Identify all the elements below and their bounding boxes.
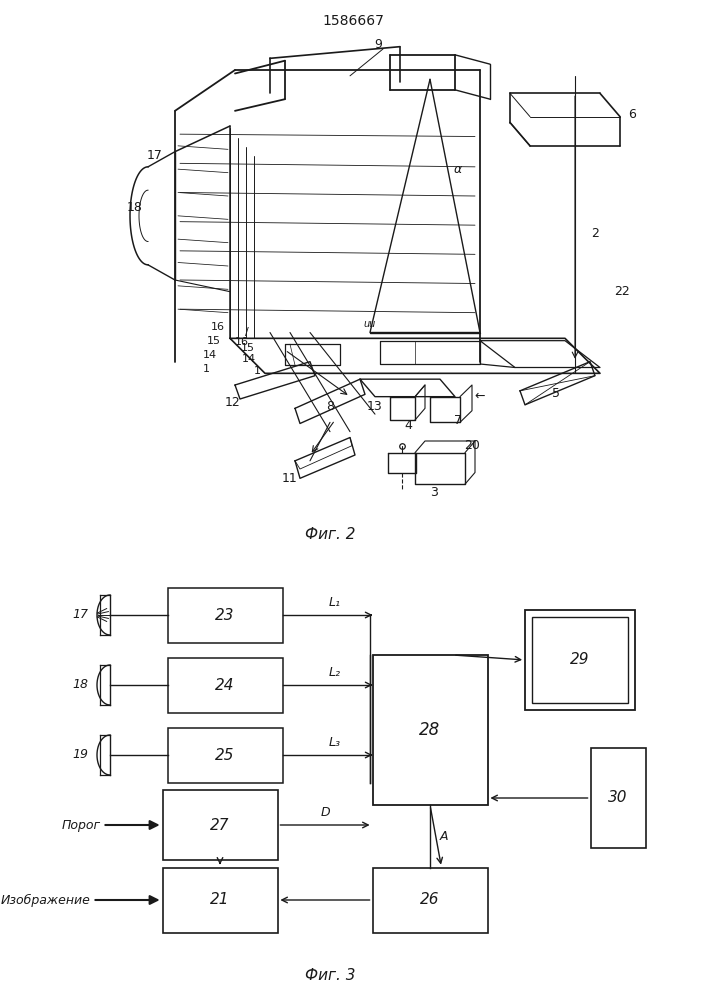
Bar <box>373 655 488 805</box>
Text: 30: 30 <box>608 790 628 806</box>
Text: 20: 20 <box>464 439 480 452</box>
Text: 1: 1 <box>254 366 260 376</box>
Bar <box>163 790 278 860</box>
Text: 8: 8 <box>326 399 334 412</box>
Text: L₃: L₃ <box>328 736 340 750</box>
Text: 14: 14 <box>203 350 217 360</box>
Text: Фиг. 3: Фиг. 3 <box>305 968 355 982</box>
Text: 25: 25 <box>215 748 235 762</box>
Text: 9: 9 <box>374 38 382 51</box>
Text: 12: 12 <box>225 396 241 409</box>
Text: L₂: L₂ <box>328 666 340 680</box>
Text: α: α <box>454 163 462 176</box>
Text: 17: 17 <box>72 608 88 621</box>
Text: D: D <box>320 806 329 820</box>
Text: A: A <box>440 830 448 843</box>
Text: 29: 29 <box>571 652 590 668</box>
Bar <box>532 617 628 703</box>
Text: 2: 2 <box>591 227 599 240</box>
Bar <box>168 728 283 782</box>
Text: 7: 7 <box>454 414 462 426</box>
Text: 5: 5 <box>552 387 560 400</box>
Text: 11: 11 <box>282 472 298 485</box>
Text: /: / <box>245 328 249 338</box>
Text: 18: 18 <box>127 201 143 214</box>
Text: Фиг. 2: Фиг. 2 <box>305 527 355 542</box>
Text: 6: 6 <box>628 108 636 121</box>
Text: 22: 22 <box>614 285 630 298</box>
Text: 17: 17 <box>147 149 163 162</box>
Text: L₁: L₁ <box>328 596 340 609</box>
Text: ←: ← <box>474 390 485 403</box>
Text: 1: 1 <box>202 364 209 374</box>
Text: 19: 19 <box>72 748 88 762</box>
Text: 15: 15 <box>241 343 255 353</box>
Text: 18: 18 <box>72 678 88 692</box>
Text: uu: uu <box>364 319 376 329</box>
Bar <box>168 587 283 643</box>
Text: 16: 16 <box>235 337 249 347</box>
Bar <box>590 748 645 848</box>
Text: 3: 3 <box>430 486 438 499</box>
Text: 27: 27 <box>210 818 230 832</box>
Text: 26: 26 <box>420 892 440 908</box>
Text: 4: 4 <box>404 419 412 432</box>
Text: Изображение: Изображение <box>1 893 90 907</box>
Text: 16: 16 <box>211 322 225 332</box>
Text: 1586667: 1586667 <box>322 14 384 28</box>
Text: 21: 21 <box>210 892 230 908</box>
Text: 15: 15 <box>207 336 221 346</box>
Text: 28: 28 <box>419 721 440 739</box>
Bar <box>168 658 283 712</box>
Text: 23: 23 <box>215 607 235 622</box>
Bar <box>373 867 488 932</box>
Text: 14: 14 <box>242 354 256 364</box>
Text: 13: 13 <box>367 399 383 412</box>
Bar <box>525 610 635 710</box>
Text: Порог: Порог <box>62 818 100 832</box>
Bar <box>163 867 278 932</box>
Text: 24: 24 <box>215 678 235 692</box>
